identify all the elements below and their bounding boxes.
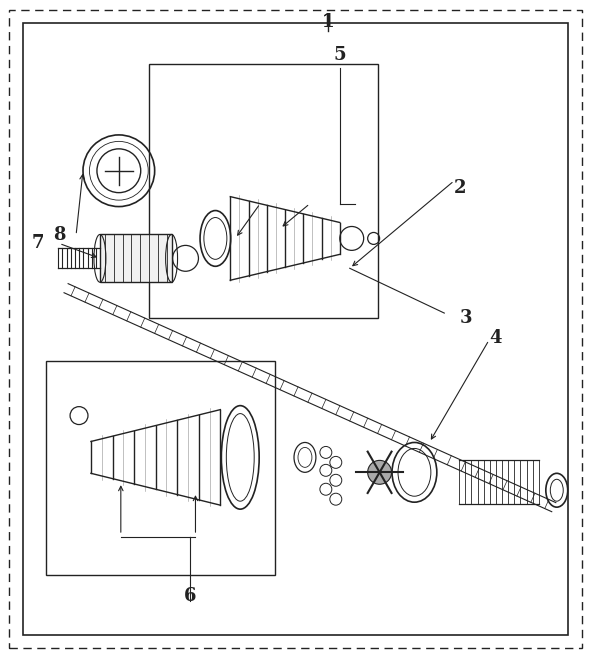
Text: 8: 8 xyxy=(53,226,66,244)
Text: 1: 1 xyxy=(322,14,334,32)
Circle shape xyxy=(368,461,392,484)
Text: 5: 5 xyxy=(333,46,346,64)
Bar xyxy=(46,361,275,575)
Text: 1: 1 xyxy=(322,14,334,32)
Text: 6: 6 xyxy=(184,587,197,605)
Text: 3: 3 xyxy=(459,309,472,327)
Bar xyxy=(100,234,171,282)
Text: 7: 7 xyxy=(31,234,44,253)
Text: 2: 2 xyxy=(454,179,467,197)
Bar xyxy=(149,64,378,318)
Text: 4: 4 xyxy=(489,329,502,347)
